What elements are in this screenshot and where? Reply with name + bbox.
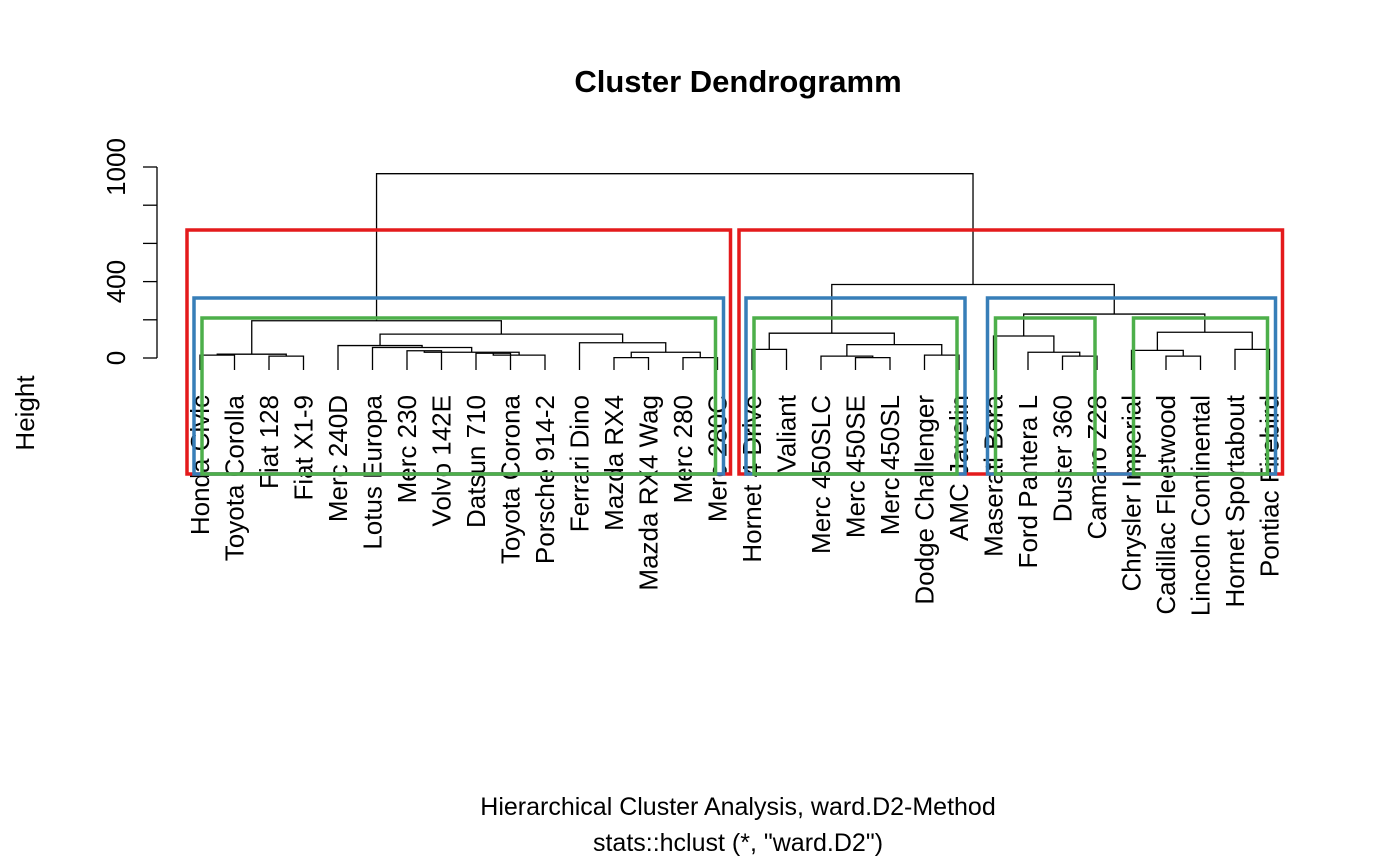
dendrogram-branch xyxy=(1027,351,1081,370)
dendrogram-branch xyxy=(768,332,895,350)
leaf-label: Duster 360 xyxy=(1048,395,1078,522)
leaf-label: Cadillac Fleetwood xyxy=(1151,395,1181,615)
leaf-label: Toyota Corolla xyxy=(220,394,250,561)
dendrogram-branch xyxy=(251,320,502,355)
cluster-box xyxy=(200,316,718,476)
leaf-label: Merc 280 xyxy=(668,395,698,503)
dendrogram-branch xyxy=(268,355,305,370)
dendrogram-branch xyxy=(379,333,624,346)
dendrogram-branch xyxy=(923,354,960,370)
dendrogram-branch xyxy=(1165,355,1202,370)
leaf-label: Mazda RX4 xyxy=(599,395,629,531)
leaf-label: Mazda RX4 Wag xyxy=(634,395,664,591)
leaf-label: Datsun 710 xyxy=(461,395,491,528)
y-tick-label: 400 xyxy=(101,260,131,303)
y-tick-label: 0 xyxy=(101,351,131,365)
leaf-label: Merc 240D xyxy=(323,395,353,522)
leaf-label: Valiant xyxy=(772,394,802,472)
leaf-label: Hornet 4 Drive xyxy=(737,395,767,563)
leaf-label: Merc 280C xyxy=(703,395,733,522)
leaf-label: Pontiac Firebird xyxy=(1255,395,1285,577)
dendrogram-branch xyxy=(337,344,423,370)
leaf-labels: Honda Civic Toyota Corolla Fiat 128 Fiat X1… xyxy=(185,394,1285,616)
x-axis-label: Hierarchical Cluster Analysis, ward.D2-M… xyxy=(480,793,995,821)
dendrogram-branch xyxy=(1156,331,1253,351)
leaf-label: Volvo 142E xyxy=(427,395,457,527)
chart-title: Cluster Dendrogramm xyxy=(574,64,901,99)
leaf-label: Merc 450SL xyxy=(875,395,905,535)
leaf-label: Toyota Corona xyxy=(496,394,526,564)
leaf-label: Merc 230 xyxy=(392,395,422,503)
dendrogram-branch xyxy=(751,348,788,370)
dendrogram-branch xyxy=(613,356,650,370)
leaf-label: Lincoln Continental xyxy=(1186,395,1216,616)
leaf-label: Porsche 914-2 xyxy=(530,395,560,564)
cluster-box xyxy=(985,296,1278,476)
leaf-label: Hornet Sportabout xyxy=(1220,394,1250,607)
dendrogram-branch xyxy=(831,283,1115,334)
dendrogram-branch xyxy=(406,350,443,370)
leaf-label: Dodge Challenger xyxy=(910,395,940,605)
dendrogram-branch xyxy=(492,353,546,370)
y-axis: 0 400 1000 xyxy=(101,138,158,365)
dendrogram-branch xyxy=(1061,355,1098,370)
cluster-box xyxy=(993,316,1097,476)
leaf-label: Fiat X1-9 xyxy=(289,395,319,501)
dendrogram-branch xyxy=(1130,349,1184,370)
dendrogram-branch xyxy=(854,356,891,370)
dendrogram-branch xyxy=(199,354,236,370)
dendrogram-branch xyxy=(992,335,1055,370)
cluster-box xyxy=(752,316,959,476)
dendrogram-branch xyxy=(630,351,701,358)
cluster-box xyxy=(1131,316,1270,476)
leaf-label: Ford Pantera L xyxy=(1013,395,1043,568)
y-axis-label: Height xyxy=(10,375,40,451)
leaf-label: Merc 450SE xyxy=(841,395,871,538)
leaf-label: Honda Civic xyxy=(185,395,215,535)
dendrogram-branch xyxy=(846,343,943,357)
dendrogram-branch xyxy=(1234,348,1271,370)
chart-subtitle: stats::hclust (*, "ward.D2") xyxy=(593,829,883,857)
cluster-boxes xyxy=(185,228,1285,476)
leaf-label: Camaro Z28 xyxy=(1082,395,1112,540)
y-tick-label: 1000 xyxy=(101,138,131,196)
leaf-label: AMC Javelin xyxy=(944,395,974,541)
dendrogram-branch xyxy=(578,342,667,370)
leaf-label: Ferrari Dino xyxy=(565,395,595,532)
leaf-label: Chrysler Imperial xyxy=(1117,395,1147,592)
leaf-label: Lotus Europa xyxy=(358,394,388,549)
dendrogram-branches xyxy=(199,173,1271,370)
dendrogram-branch xyxy=(682,356,719,370)
